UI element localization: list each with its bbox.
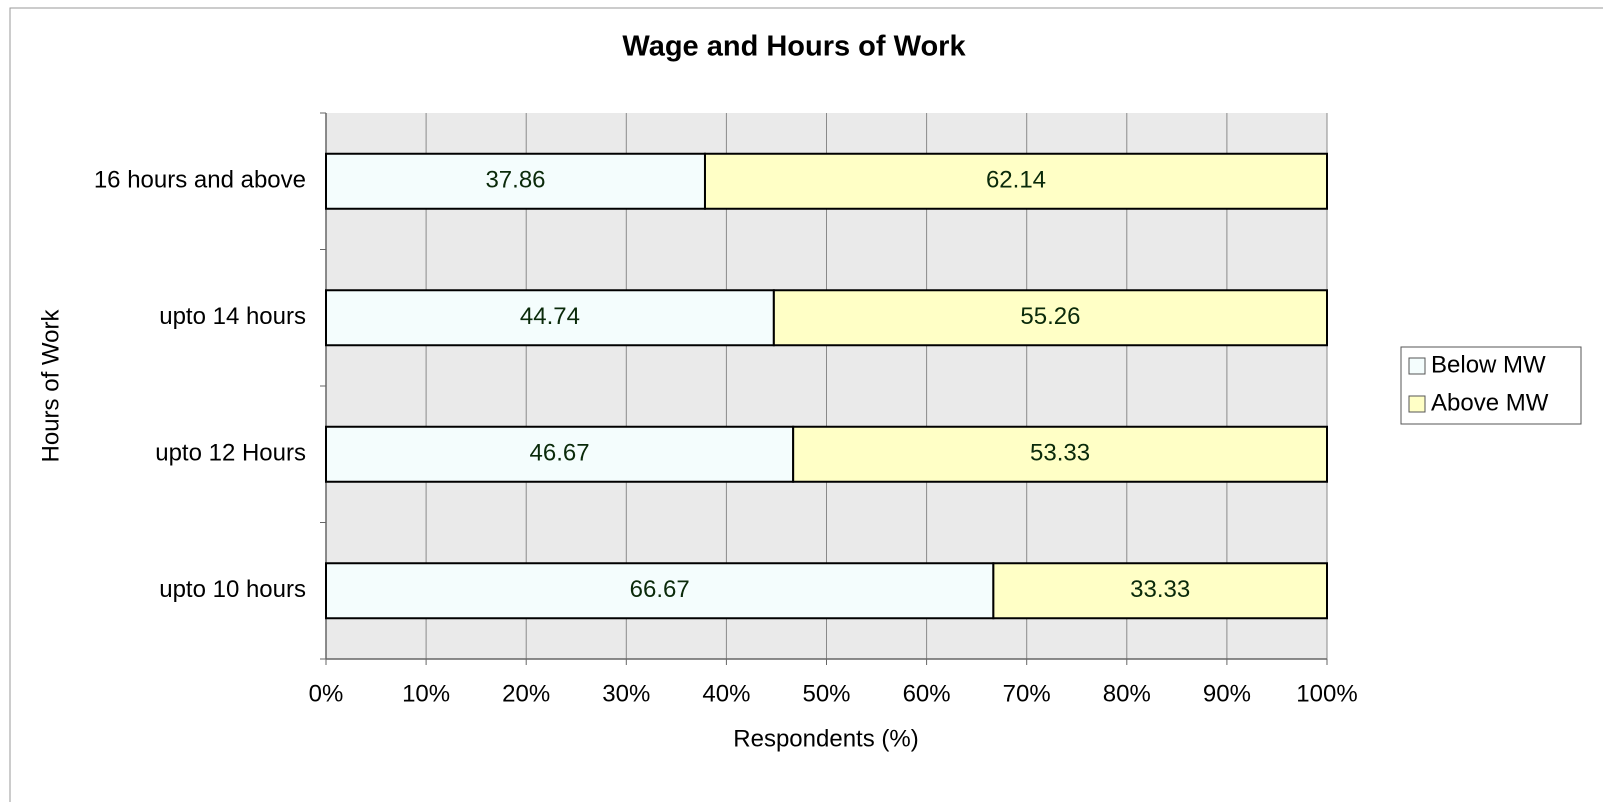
bar-segment xyxy=(325,425,795,483)
data-label: 44.74 xyxy=(520,303,580,330)
legend-swatch xyxy=(1408,395,1426,413)
x-tick-label: 20% xyxy=(502,680,550,707)
legend-box xyxy=(1400,346,1582,425)
data-label: 33.33 xyxy=(1130,576,1190,603)
legend-label: Below MW xyxy=(1431,351,1546,378)
y-axis-label: Hours of Work xyxy=(37,309,64,463)
data-label: 37.86 xyxy=(485,167,545,194)
data-label: 62.14 xyxy=(986,167,1046,194)
x-tick-label: 100% xyxy=(1296,680,1357,707)
x-axis-label: Respondents (%) xyxy=(733,725,918,752)
y-tick-label: upto 12 Hours xyxy=(155,440,306,467)
bar-segment xyxy=(325,152,706,210)
y-tick-label: upto 10 hours xyxy=(159,576,306,603)
x-tick-label: 80% xyxy=(1103,680,1151,707)
y-tick-label: 16 hours and above xyxy=(94,167,306,194)
data-label: 46.67 xyxy=(530,440,590,467)
bar-segment xyxy=(992,562,1328,620)
x-tick-label: 90% xyxy=(1203,680,1251,707)
chart-title: Wage and Hours of Work xyxy=(622,31,966,63)
x-tick-label: 40% xyxy=(702,680,750,707)
data-label: 55.26 xyxy=(1020,303,1080,330)
x-tick-label: 30% xyxy=(602,680,650,707)
x-tick-label: 50% xyxy=(802,680,850,707)
bar-segment xyxy=(325,562,995,620)
bar-segment xyxy=(792,425,1328,483)
x-tick-label: 0% xyxy=(309,680,344,707)
data-label: 53.33 xyxy=(1030,440,1090,467)
bar-segment xyxy=(325,289,775,347)
x-tick-label: 70% xyxy=(1003,680,1051,707)
x-tick-label: 10% xyxy=(402,680,450,707)
legend-label: Above MW xyxy=(1431,389,1549,416)
x-tick-label: 60% xyxy=(903,680,951,707)
y-tick-label: upto 14 hours xyxy=(159,303,306,330)
data-label: 66.67 xyxy=(630,576,690,603)
legend-swatch xyxy=(1408,357,1426,375)
bar-segment xyxy=(703,152,1328,210)
bar-segment xyxy=(772,289,1328,347)
